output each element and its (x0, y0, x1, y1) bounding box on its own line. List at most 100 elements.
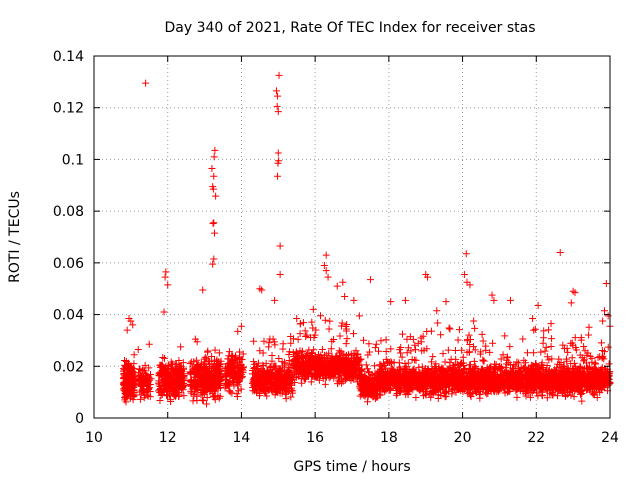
data-point (310, 346, 318, 354)
data-point (289, 335, 297, 343)
data-point (272, 362, 280, 370)
data-point (457, 359, 465, 367)
data-point (530, 349, 538, 357)
data-point (333, 282, 341, 290)
data-point (349, 330, 357, 338)
data-point (347, 357, 355, 365)
plot-frame (93, 55, 611, 419)
data-point (559, 363, 567, 371)
data-point (369, 393, 377, 401)
data-point (387, 358, 395, 366)
data-point (214, 360, 222, 368)
data-point (275, 71, 283, 79)
data-point (355, 312, 363, 320)
data-point (377, 361, 385, 369)
data-point (191, 368, 199, 376)
x-tick-label: 10 (85, 430, 103, 446)
data-point (252, 386, 260, 394)
data-point (571, 289, 579, 297)
data-point (141, 361, 149, 369)
data-point (458, 346, 466, 354)
data-point (342, 340, 350, 348)
data-point (236, 348, 244, 356)
grid-lines (94, 56, 610, 418)
data-point (446, 325, 454, 333)
data-point (523, 349, 531, 357)
data-point (538, 378, 546, 386)
data-point (208, 360, 216, 368)
data-point (442, 298, 450, 306)
data-point (343, 335, 351, 343)
data-point (213, 377, 221, 385)
data-point (343, 372, 351, 380)
data-point (337, 348, 345, 356)
data-point (436, 384, 444, 392)
data-point (451, 347, 459, 355)
data-point (296, 358, 304, 366)
data-point (592, 360, 600, 368)
data-point (327, 345, 335, 353)
data-point (536, 387, 544, 395)
data-point (529, 376, 537, 384)
data-point (299, 319, 307, 327)
data-point (441, 393, 449, 401)
data-points (120, 71, 614, 408)
data-point (139, 387, 147, 395)
data-point (203, 400, 211, 408)
data-point (160, 387, 168, 395)
data-point (565, 389, 573, 397)
data-point (392, 369, 400, 377)
data-point (581, 373, 589, 381)
data-point (464, 370, 472, 378)
data-point (382, 347, 390, 355)
data-point (269, 386, 277, 394)
data-point (573, 370, 581, 378)
data-point (388, 370, 396, 378)
data-point (316, 364, 324, 372)
data-point (225, 348, 233, 356)
data-point (256, 347, 264, 355)
data-point (470, 343, 478, 351)
data-point (364, 368, 372, 376)
data-point (369, 381, 377, 389)
data-point (237, 322, 245, 330)
data-point (423, 388, 431, 396)
data-point (525, 389, 533, 397)
data-point (545, 366, 553, 374)
data-point (210, 172, 218, 180)
data-point (274, 108, 282, 116)
data-point (424, 379, 432, 387)
data-point (205, 379, 213, 387)
data-point (317, 359, 325, 367)
data-point (252, 375, 260, 383)
data-point (502, 360, 510, 368)
data-point (506, 343, 514, 351)
data-point (472, 388, 480, 396)
data-point (526, 393, 534, 401)
data-point (264, 367, 272, 375)
data-point (199, 397, 207, 405)
data-point (314, 351, 322, 359)
data-point (588, 354, 596, 362)
data-point (589, 370, 597, 378)
data-point (381, 377, 389, 385)
data-point (396, 349, 404, 357)
data-point (437, 331, 445, 339)
data-point (570, 367, 578, 375)
data-point (209, 392, 217, 400)
data-point (379, 366, 387, 374)
data-point (523, 372, 531, 380)
data-point (186, 360, 194, 368)
data-point (466, 361, 474, 369)
data-point (472, 364, 480, 372)
data-point (312, 326, 320, 334)
data-point (482, 346, 490, 354)
data-point (419, 392, 427, 400)
data-point (412, 346, 420, 354)
data-point (335, 373, 343, 381)
data-point (411, 341, 419, 349)
data-point (580, 357, 588, 365)
data-point (436, 366, 444, 374)
data-point (430, 383, 438, 391)
data-point (130, 351, 138, 359)
